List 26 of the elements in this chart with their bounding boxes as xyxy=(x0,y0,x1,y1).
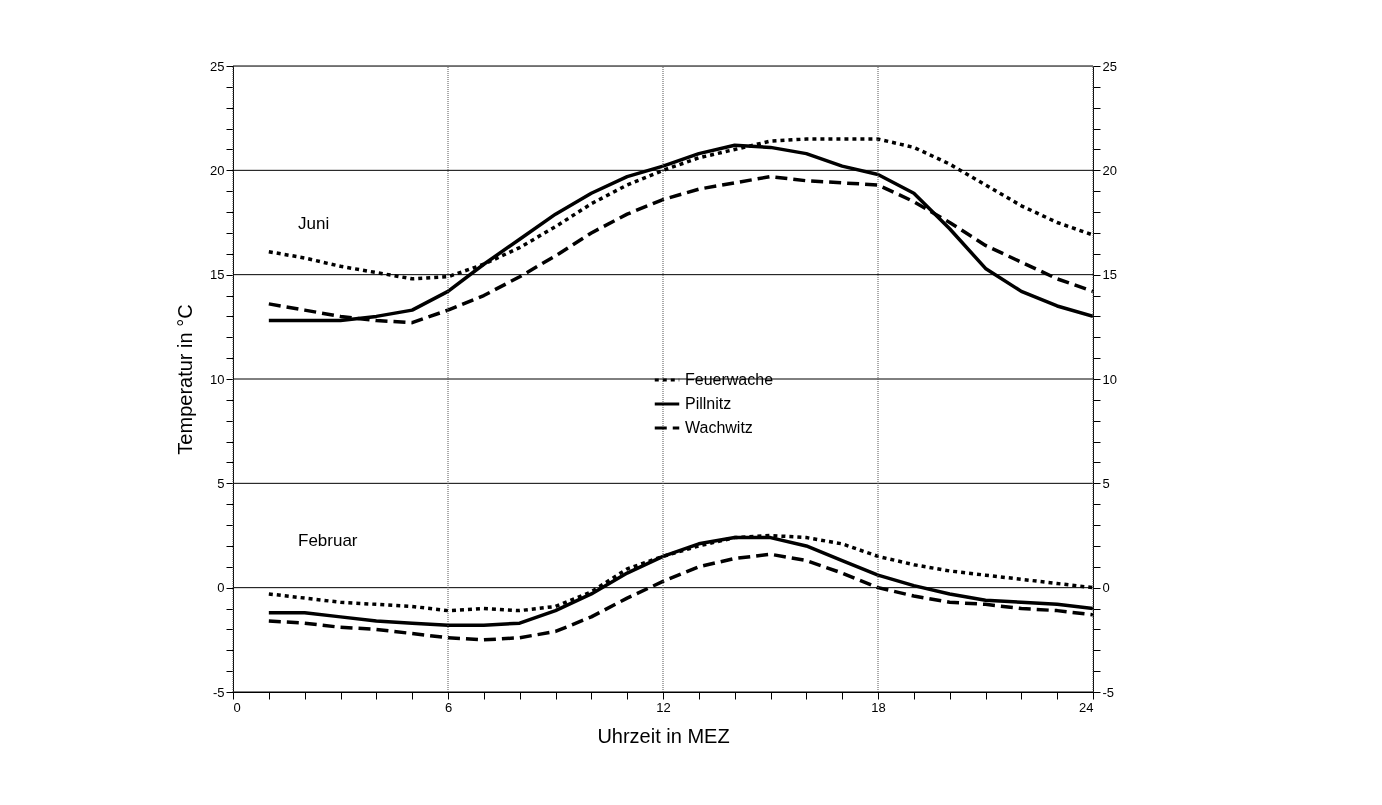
x-tick-label: 6 xyxy=(444,699,453,715)
y2-tick-label: 20 xyxy=(1102,162,1117,178)
y-tick-label: 10 xyxy=(210,371,225,387)
y2-tick-label: -5 xyxy=(1102,684,1115,700)
y2-tick-label: 0 xyxy=(1102,580,1110,596)
y2-tick-label: 5 xyxy=(1102,475,1110,491)
y-tick-label: 5 xyxy=(217,475,225,491)
x-axis-title: Uhrzeit in MEZ xyxy=(597,724,730,747)
x-tick-label: 24 xyxy=(1079,699,1094,715)
legend-label: Feuerwache xyxy=(685,371,774,388)
annotation: Juni xyxy=(298,214,330,233)
y2-tick-label: 10 xyxy=(1102,371,1117,387)
y2-tick-label: 15 xyxy=(1102,267,1117,283)
y-tick-label: 15 xyxy=(210,267,225,283)
y-axis-title: Temperatur in °C xyxy=(174,304,197,455)
annotation: Februar xyxy=(298,531,358,550)
y-tick-label: -5 xyxy=(212,684,225,700)
x-tick-label: 12 xyxy=(656,699,671,715)
y2-tick-label: 25 xyxy=(1102,58,1117,74)
y-tick-label: 20 xyxy=(210,162,225,178)
y-tick-label: 0 xyxy=(217,580,225,596)
x-tick-label: 0 xyxy=(233,699,241,715)
x-tick-label: 18 xyxy=(871,699,886,715)
legend-label: Pillnitz xyxy=(685,395,732,412)
y-tick-label: 25 xyxy=(210,58,225,74)
legend-label: Wachwitz xyxy=(685,419,753,436)
